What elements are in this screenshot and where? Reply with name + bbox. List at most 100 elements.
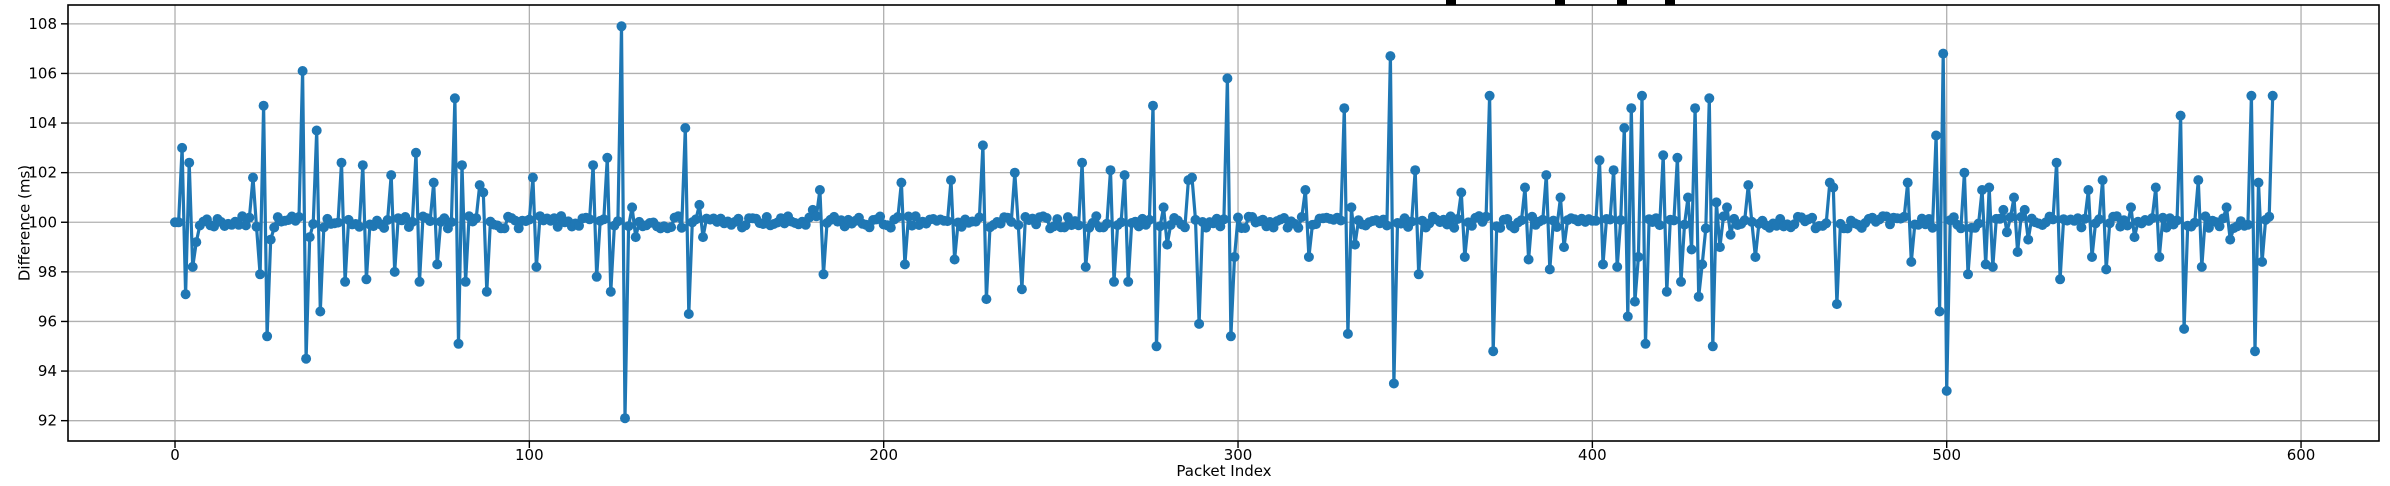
data-point-marker: [311, 125, 322, 136]
data-point-marker: [1293, 222, 1304, 233]
data-point-marker: [2267, 90, 2278, 101]
y-tick-label: 104: [28, 114, 57, 132]
data-point-marker: [1488, 346, 1499, 357]
data-point-marker: [1541, 170, 1552, 181]
y-tick-label: 94: [38, 362, 57, 380]
y-tick-label: 92: [38, 412, 57, 430]
data-point-marker: [1410, 165, 1421, 176]
data-point-marker: [1704, 93, 1715, 104]
data-point-marker: [690, 214, 701, 225]
data-point-marker: [1831, 299, 1842, 310]
data-point-marker: [623, 221, 634, 232]
data-point-marker: [251, 221, 262, 232]
data-point-marker: [1296, 212, 1307, 222]
data-point-marker: [2051, 157, 2062, 168]
data-point-marker: [269, 222, 280, 233]
data-point-marker: [1725, 229, 1736, 240]
data-point-marker: [1690, 103, 1701, 114]
data-point-marker: [673, 211, 684, 222]
data-point-marker: [386, 170, 397, 181]
data-point-marker: [1697, 259, 1708, 270]
data-point-marker: [666, 222, 677, 233]
data-point-marker: [1948, 212, 1959, 223]
data-point-marker: [942, 216, 953, 227]
data-point-marker: [1622, 311, 1633, 322]
data-point-marker: [2214, 221, 2225, 232]
data-point-marker: [1668, 215, 1679, 226]
data-point-marker: [453, 338, 464, 349]
data-point-marker: [1718, 211, 1729, 222]
data-point-marker: [460, 276, 471, 287]
data-point-marker: [425, 216, 436, 227]
data-point-marker: [1211, 213, 1222, 224]
data-point-marker: [1633, 252, 1644, 262]
data-point-marker: [1973, 218, 1984, 229]
data-point-marker: [2246, 90, 2257, 101]
data-point-marker: [1615, 215, 1626, 226]
data-point-marker: [382, 215, 393, 225]
data-point-marker: [1938, 48, 1949, 59]
data-point-marker: [1105, 165, 1116, 176]
data-point-marker: [2221, 202, 2232, 213]
data-point-marker: [1144, 214, 1155, 225]
data-point-marker: [602, 152, 613, 163]
data-point-marker: [1998, 204, 2009, 215]
data-point-marker: [474, 180, 485, 191]
data-point-marker: [1013, 220, 1024, 230]
data-point-marker: [885, 222, 896, 233]
data-point-marker: [357, 160, 368, 171]
data-point-marker: [524, 214, 535, 225]
data-point-marker: [2079, 213, 2090, 224]
data-point-marker: [2023, 234, 2034, 245]
data-point-marker: [2189, 217, 2200, 228]
x-tick-label: 500: [1932, 446, 1961, 464]
data-point-marker: [2101, 264, 2112, 275]
data-point-marker: [340, 276, 351, 287]
data-point-marker: [1902, 177, 1913, 188]
data-point-marker: [2122, 220, 2133, 231]
data-point-marker: [1300, 185, 1311, 195]
data-point-marker: [2179, 323, 2190, 334]
data-point-marker: [1527, 211, 1538, 222]
data-point-marker: [818, 269, 829, 280]
data-point-marker: [265, 234, 276, 245]
data-point-marker: [977, 140, 988, 151]
data-point-marker: [1672, 152, 1683, 163]
data-point-marker: [1612, 261, 1623, 272]
data-point-marker: [2094, 214, 2105, 225]
data-point-marker: [598, 214, 609, 225]
data-point-marker: [1194, 318, 1205, 329]
data-point-marker: [1590, 215, 1601, 226]
data-point-marker: [1346, 202, 1357, 213]
axes-frame: [67, 4, 2380, 442]
data-point-marker: [1466, 220, 1477, 231]
data-point-marker: [733, 213, 744, 224]
data-point-marker: [2129, 232, 2140, 243]
data-point-marker: [1109, 276, 1119, 287]
x-axis-label: Packet Index: [1176, 462, 1272, 480]
data-point-marker: [683, 309, 694, 319]
x-tick-label: 100: [515, 446, 544, 464]
data-point-marker: [1116, 217, 1127, 228]
data-point-marker: [1544, 264, 1555, 275]
data-point-marker: [2196, 261, 2207, 272]
data-point-marker: [694, 199, 705, 210]
x-tick-label: 300: [1224, 446, 1253, 464]
data-point-marker: [2172, 215, 2182, 226]
y-axis-label: Difference (ms): [15, 164, 34, 282]
data-point-marker: [627, 202, 638, 213]
data-point-marker: [1654, 220, 1665, 231]
data-point-marker: [1941, 385, 1952, 396]
data-point-marker: [1686, 244, 1697, 255]
data-point-marker: [180, 289, 191, 300]
data-point-marker: [811, 211, 822, 222]
data-point-marker: [173, 217, 184, 228]
x-tick-label: 200: [869, 446, 898, 464]
data-point-marker: [2055, 274, 2066, 285]
x-tick-label: 400: [1578, 446, 1607, 464]
data-point-marker: [1775, 214, 1786, 224]
data-point-marker: [1091, 211, 1102, 222]
data-point-marker: [1179, 222, 1190, 233]
data-point-marker: [1700, 223, 1711, 234]
data-point-marker: [1987, 261, 1998, 272]
